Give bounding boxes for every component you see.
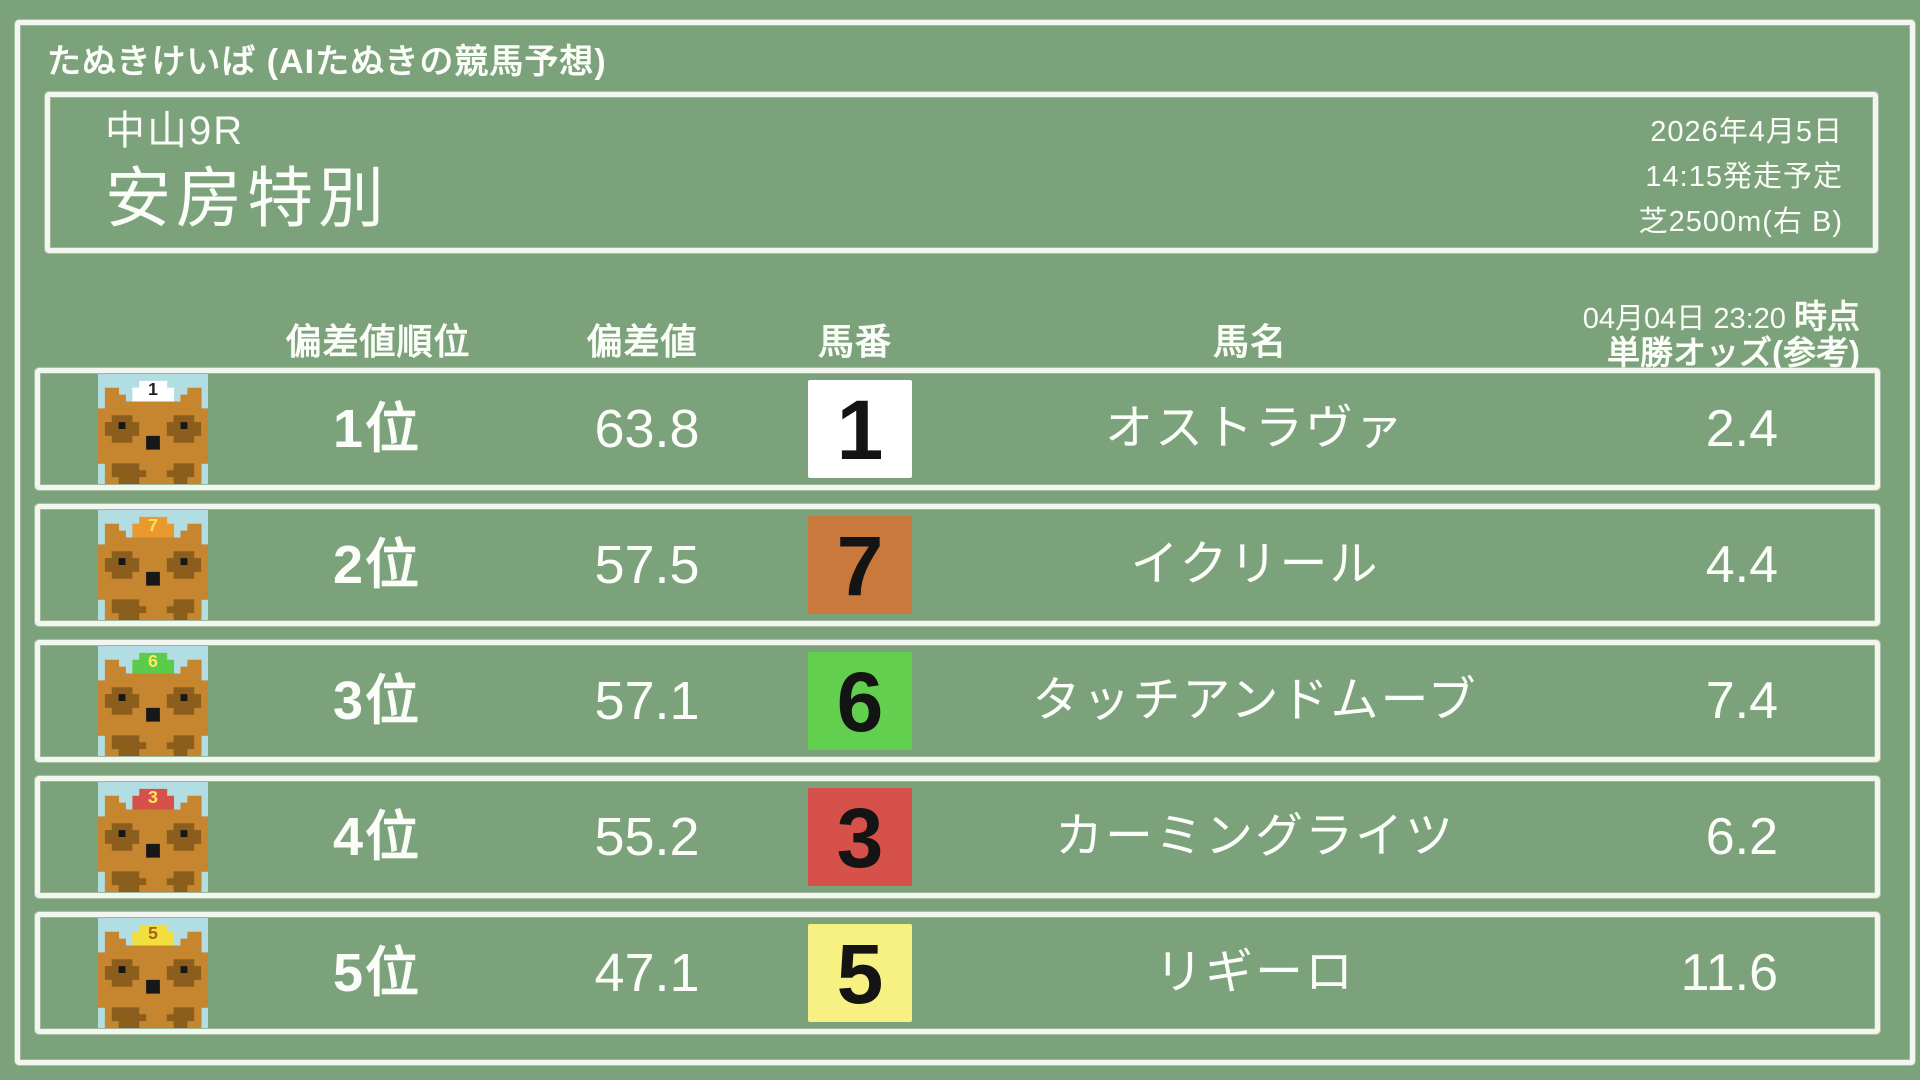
header-score: 偏差値 — [586, 321, 698, 362]
odds-cell: 6.2 — [1705, 808, 1778, 866]
race-track: 芝2500m(右 B) — [1638, 206, 1843, 238]
race-start-time: 14:15発走予定 — [1645, 161, 1843, 193]
outer-frame — [15, 20, 1915, 1065]
header-number: 馬番 — [817, 321, 892, 362]
odds-cell: 4.4 — [1705, 536, 1778, 594]
tanuki-avatar: 6 — [98, 646, 208, 756]
race-name: 安房特別 — [105, 161, 389, 235]
svg-text:6: 6 — [148, 651, 158, 671]
score-cell: 55.2 — [594, 807, 700, 867]
horse-name-cell: イクリール — [1130, 538, 1380, 591]
header-odds-label: 単勝オッズ(参考) — [1607, 334, 1860, 371]
header-rank: 偏差値順位 — [285, 321, 471, 362]
svg-text:1: 1 — [148, 379, 158, 399]
rank-cell: 3位 — [332, 671, 422, 731]
race-info-box: 中山9R 安房特別 2026年4月5日 14:15発走予定 芝2500m(右 B… — [45, 92, 1878, 253]
rank-cell: 2位 — [332, 535, 422, 595]
header-horse: 馬名 — [1212, 321, 1287, 362]
horse-number-badge: 5 — [808, 924, 912, 1022]
app-title: たぬきけいば (AIたぬきの競馬予想) — [47, 43, 607, 81]
prediction-row-3: 6 3位 57.1 6 タッチアンドムーブ 7.4 — [35, 640, 1880, 762]
horse-number-badge: 6 — [808, 652, 912, 750]
race-info-right: 2026年4月5日 14:15発走予定 芝2500m(右 B) — [1639, 97, 1873, 248]
score-cell: 47.1 — [594, 943, 700, 1003]
horse-name-cell: タッチアンドムーブ — [1032, 674, 1478, 727]
score-cell: 57.5 — [594, 535, 700, 595]
prediction-row-5: 5 5位 47.1 5 リギーロ 11.6 — [35, 912, 1880, 1034]
prediction-row-1: 1 1位 63.8 1 オストラヴァ 2.4 — [35, 368, 1880, 490]
header-odds: 04月04日 23:20 時点 単勝オッズ(参考) — [1582, 298, 1860, 371]
odds-cell: 7.4 — [1705, 672, 1778, 730]
svg-text:3: 3 — [148, 787, 158, 807]
race-info-left: 中山9R 安房特別 — [50, 97, 389, 248]
header-odds-timestamp: 04月04日 23:20 時点 — [1582, 298, 1860, 335]
horse-name-cell: カーミングライツ — [1054, 810, 1455, 863]
score-cell: 57.1 — [594, 671, 700, 731]
prediction-row-4: 3 4位 55.2 3 カーミングライツ 6.2 — [35, 776, 1880, 898]
rank-cell: 1位 — [332, 399, 422, 459]
tanuki-avatar: 3 — [98, 782, 208, 892]
odds-cell: 2.4 — [1705, 400, 1778, 458]
rank-cell: 4位 — [332, 807, 422, 867]
svg-text:5: 5 — [148, 923, 158, 943]
prediction-row-2: 7 2位 57.5 7 イクリール 4.4 — [35, 504, 1880, 626]
horse-number-badge: 7 — [808, 516, 912, 614]
horse-name-cell: リギーロ — [1154, 946, 1355, 999]
odds-cell: 11.6 — [1680, 944, 1778, 1002]
svg-text:7: 7 — [148, 515, 158, 535]
score-cell: 63.8 — [594, 399, 700, 459]
horse-number-badge: 1 — [808, 380, 912, 478]
race-date: 2026年4月5日 — [1650, 116, 1843, 148]
race-course: 中山9R — [105, 109, 245, 153]
tanuki-avatar: 1 — [98, 374, 208, 484]
horse-number-badge: 3 — [808, 788, 912, 886]
tanuki-avatar: 7 — [98, 510, 208, 620]
tanuki-avatar: 5 — [98, 918, 208, 1028]
horse-name-cell: オストラヴァ — [1104, 402, 1405, 455]
rank-cell: 5位 — [332, 943, 422, 1003]
